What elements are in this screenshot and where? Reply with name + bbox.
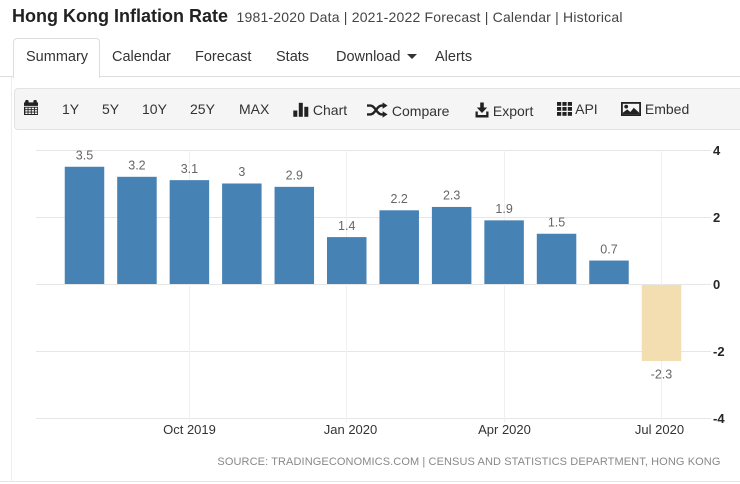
- svg-text:0: 0: [713, 277, 720, 292]
- svg-text:2.2: 2.2: [391, 192, 408, 206]
- svg-text:2: 2: [713, 210, 720, 225]
- svg-text:Jul 2020: Jul 2020: [635, 422, 684, 437]
- svg-text:3.5: 3.5: [76, 149, 93, 163]
- svg-text:SOURCE: TRADINGECONOMICS.COM |: SOURCE: TRADINGECONOMICS.COM | CENSUS AN…: [217, 456, 720, 468]
- svg-text:4: 4: [713, 143, 721, 158]
- svg-text:1.9: 1.9: [495, 202, 512, 216]
- svg-text:-2.3: -2.3: [651, 368, 673, 382]
- svg-text:-4: -4: [713, 411, 725, 426]
- svg-text:3.1: 3.1: [181, 162, 198, 176]
- svg-text:-2: -2: [713, 344, 725, 359]
- svg-text:Jan 2020: Jan 2020: [324, 422, 378, 437]
- svg-text:Oct 2019: Oct 2019: [163, 422, 216, 437]
- svg-text:3.2: 3.2: [128, 159, 145, 173]
- svg-text:2.9: 2.9: [286, 169, 303, 183]
- svg-text:Apr 2020: Apr 2020: [478, 422, 531, 437]
- svg-text:0.7: 0.7: [600, 242, 617, 256]
- svg-text:1.5: 1.5: [548, 216, 565, 230]
- svg-text:2.3: 2.3: [443, 189, 460, 203]
- svg-text:1.4: 1.4: [338, 219, 355, 233]
- svg-text:3: 3: [238, 165, 245, 179]
